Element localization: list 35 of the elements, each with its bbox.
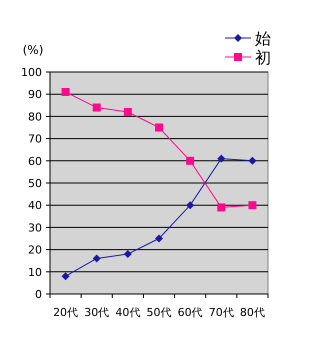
y-tick-label: 10 [28,266,42,279]
point [92,104,101,112]
y-tick-label: 0 [35,288,42,301]
y-tick-label: 70 [28,132,42,146]
legend-label: 初 [255,48,271,67]
legend-label: 始 [255,29,271,48]
y-tick-label: 20 [28,244,42,257]
point [124,108,132,116]
point [124,250,132,258]
point [217,203,226,212]
y-axis-title: (%) [22,43,44,57]
x-tick-label: 80代 [240,306,265,319]
y-tick-label: 40 [28,199,42,212]
point [62,272,70,280]
y-tick-label: 100 [21,66,42,79]
point [92,254,101,262]
y-tick-label: 60 [28,154,42,168]
x-tick-label: 30代 [84,306,110,319]
x-tick-label: 40代 [115,306,140,319]
point [155,124,163,132]
x-tick-label: 20代 [53,306,78,319]
x-tick-label: 70代 [208,306,234,319]
point [248,156,256,165]
y-tick-label: 80 [28,110,42,124]
point [248,201,256,210]
y-tick-label: 50 [28,177,42,190]
y-tick-label: 90 [28,88,42,102]
point [155,234,163,242]
point [217,154,226,163]
y-tick-label: 30 [28,221,42,234]
x-tick-label: 50代 [146,306,172,319]
point [62,88,70,96]
point [186,156,194,165]
point [186,201,194,210]
x-tick-label: 60代 [178,306,203,319]
